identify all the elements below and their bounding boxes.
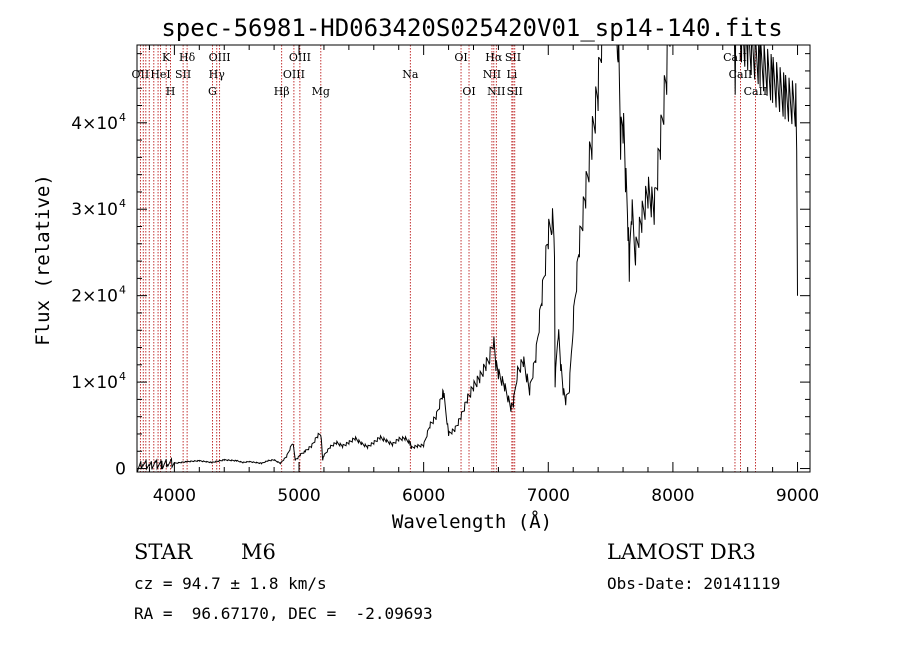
redshift-velocity: cz = 94.7 ± 1.8 km/s — [134, 574, 327, 593]
y-tick-label: 0 — [115, 460, 126, 480]
line-label: Hα — [485, 51, 503, 64]
y-tick-exponent: 4 — [119, 197, 126, 210]
y-tick-label: 2×10 — [71, 287, 118, 307]
line-label: Hδ — [179, 51, 196, 64]
line-label: OIII — [209, 51, 231, 64]
line-label: Hγ — [209, 68, 226, 81]
line-label: SII — [507, 85, 523, 98]
line-label: CaII — [729, 68, 753, 81]
x-tick-label: 7000 — [527, 486, 570, 506]
x-axis-label: Wavelength (Å) — [392, 510, 552, 533]
y-tick-exponent: 4 — [119, 370, 126, 383]
line-label: Na — [402, 68, 419, 81]
x-axis-ticks: 4000 5000 6000 7000 8000 9000 — [148, 45, 819, 506]
line-label: NII — [483, 68, 501, 81]
line-label: H — [166, 85, 176, 98]
coordinates: RA = 96.67170, DEC = -2.09693 — [134, 604, 433, 623]
line-label: OIII — [289, 51, 311, 64]
spectrum-line — [137, 45, 798, 472]
x-tick-label: 5000 — [277, 486, 320, 506]
line-label: CaII — [744, 85, 768, 98]
y-axis-ticks: 01×10 42×10 43×10 44×10 4 — [71, 53, 810, 480]
line-label: G — [208, 85, 217, 98]
x-tick-label: 4000 — [153, 486, 196, 506]
line-label: Hβ — [274, 85, 290, 98]
y-tick-exponent: 4 — [119, 284, 126, 297]
line-label: SII — [505, 51, 521, 64]
line-label: K — [162, 51, 171, 64]
observation-date: Obs-Date: 20141119 — [607, 574, 781, 593]
object-type: STAR — [134, 540, 193, 564]
x-tick-label: 8000 — [651, 486, 694, 506]
line-label: NII — [487, 85, 505, 98]
line-label: OI — [462, 85, 475, 98]
plot-frame — [136, 44, 811, 473]
line-label: HeI — [150, 68, 170, 81]
y-tick-label: 4×10 — [71, 114, 118, 134]
emission-line-markers: OII HeI K H SII Hδ G Hγ OIII Hβ OIII OIII Mg Na OI OI NI… — [132, 45, 768, 472]
y-tick-label: 3×10 — [71, 200, 118, 220]
line-label: OII — [132, 68, 150, 81]
object-subclass: M6 — [241, 540, 276, 564]
survey-name: LAMOST DR3 — [607, 540, 756, 564]
y-tick-exponent: 4 — [119, 111, 126, 124]
line-label: Mg — [312, 85, 330, 98]
chart-title: spec-56981-HD063420S025420V01_sp14-140.f… — [161, 14, 782, 42]
x-tick-label: 6000 — [402, 486, 445, 506]
line-label: OIII — [283, 68, 305, 81]
x-tick-label: 9000 — [776, 486, 819, 506]
y-axis-label: Flux (relative) — [32, 174, 54, 346]
y-tick-label: 1×10 — [71, 373, 118, 393]
spectrum-series — [137, 45, 798, 472]
line-label: OI — [454, 51, 467, 64]
line-label: SII — [175, 68, 191, 81]
line-label: Li — [506, 68, 517, 81]
